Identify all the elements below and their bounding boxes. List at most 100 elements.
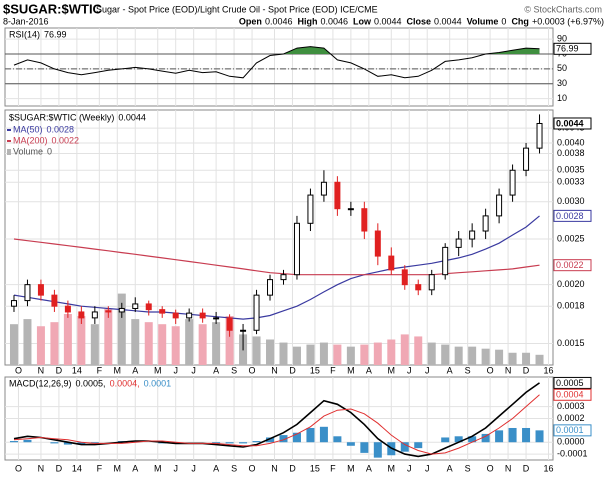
- volume-bar: [158, 324, 167, 365]
- candle-body: [159, 309, 166, 314]
- x-tick-label: J: [173, 365, 178, 375]
- candle-body: [388, 255, 395, 271]
- candle-body: [118, 307, 125, 313]
- x-tick-label: J: [407, 463, 412, 473]
- x-tick-label: A: [213, 365, 219, 375]
- candle-body: [24, 284, 31, 302]
- volume-bar: [360, 344, 369, 365]
- x-tick-label: 14: [72, 463, 82, 473]
- x-tick-label: 15: [310, 365, 320, 375]
- volume-bar: [333, 344, 342, 365]
- histogram-bar: [522, 427, 531, 443]
- moving-average: [13, 238, 540, 276]
- candle-body: [401, 269, 408, 286]
- quote-value: 0: [501, 16, 506, 26]
- x-tick-label: O: [487, 365, 494, 375]
- volume-bar: [104, 308, 113, 365]
- value-tag-label: 0.0001: [556, 425, 584, 435]
- histogram-bar: [225, 442, 234, 444]
- candle-body: [496, 194, 503, 217]
- histogram-bar: [9, 441, 18, 443]
- x-tick-label: A: [366, 463, 372, 473]
- histogram-bar: [63, 442, 72, 445]
- candle-body: [482, 215, 489, 232]
- volume-bar: [441, 344, 450, 365]
- rsi-value: 76.99: [44, 29, 67, 39]
- legend-value: 0.0044: [118, 112, 146, 122]
- x-tick-label: F: [330, 365, 336, 375]
- quote-value: 0.0044: [434, 16, 462, 26]
- symbol: $SUGAR:$WTIC: [3, 1, 103, 16]
- histogram-bar: [252, 441, 261, 443]
- y-tick-label: 0.0003: [557, 401, 585, 411]
- candle-body: [226, 317, 233, 331]
- histogram-bar: [50, 442, 59, 444]
- x-tick-label: N: [505, 365, 512, 375]
- x-tick-label: N: [38, 365, 45, 375]
- value-tag-label: 0.0004: [556, 390, 584, 400]
- candle-body: [509, 169, 516, 196]
- candle-body: [199, 312, 206, 319]
- x-tick-label: N: [505, 463, 512, 473]
- x-tick-label: N: [271, 463, 278, 473]
- histogram-bar: [319, 426, 328, 443]
- candle-body: [415, 284, 422, 291]
- x-tick-label: M: [388, 463, 396, 473]
- volume-bar: [454, 346, 463, 365]
- legend-swatch: [7, 149, 11, 155]
- value-tag: [553, 424, 592, 437]
- legend-name: MA(50): [13, 124, 43, 134]
- x-tick-label: D: [56, 365, 63, 375]
- y-tick-label: 90: [557, 34, 567, 44]
- legend-value: 0: [47, 146, 52, 156]
- y-tick-label: 30: [557, 78, 567, 88]
- histogram-bar: [292, 432, 301, 443]
- candle-body: [145, 303, 152, 311]
- candle-body: [374, 230, 381, 257]
- histogram-bar: [333, 436, 342, 443]
- histogram-bar: [454, 436, 463, 443]
- candle-body: [361, 208, 368, 232]
- histogram-bar: [441, 437, 450, 443]
- x-tick-label: O: [249, 365, 256, 375]
- volume-bar: [522, 352, 531, 365]
- volume-bar: [252, 336, 261, 365]
- panel: [4, 109, 554, 366]
- histogram-bar: [481, 433, 490, 443]
- candle-body: [37, 284, 44, 296]
- volume-bar: [508, 352, 517, 365]
- x-tick-label: D: [289, 463, 296, 473]
- x-tick-label: S: [231, 365, 237, 375]
- volume-bar: [346, 346, 355, 365]
- volume-bar: [266, 339, 275, 365]
- volume-bar: [77, 316, 86, 365]
- candle-body: [320, 181, 327, 196]
- x-tick-label: 16: [544, 365, 554, 375]
- x-tick-label: M: [347, 365, 355, 375]
- description: Sugar - Spot Price (EOD)/Light Crude Oil…: [96, 4, 378, 14]
- volume-bar: [468, 346, 477, 365]
- x-tick-label: D: [523, 463, 530, 473]
- histogram-bar: [306, 427, 315, 443]
- candle-body: [213, 317, 220, 320]
- volume-bar: [400, 334, 409, 365]
- x-tick-label: M: [347, 463, 355, 473]
- quote-value: 0.0046: [265, 16, 293, 26]
- x-tick-label: F: [97, 365, 103, 375]
- quote-label: Volume: [467, 16, 499, 26]
- volume-bar: [212, 322, 221, 365]
- x-tick-label: D: [289, 365, 296, 375]
- candle-body: [267, 279, 274, 296]
- quote-value: +0.0003 (+6.97%): [532, 16, 604, 26]
- value-tag: [553, 117, 592, 130]
- candle-body: [253, 294, 260, 331]
- value-tag: [553, 376, 592, 389]
- legend-value: 0.0022: [52, 135, 80, 145]
- x-tick-label: O: [249, 463, 256, 473]
- y-tick-label: 0.0000: [557, 437, 585, 447]
- volume-bar: [292, 346, 301, 365]
- histogram-bar: [414, 442, 423, 449]
- x-tick-label: J: [407, 365, 412, 375]
- x-tick-label: A: [132, 365, 138, 375]
